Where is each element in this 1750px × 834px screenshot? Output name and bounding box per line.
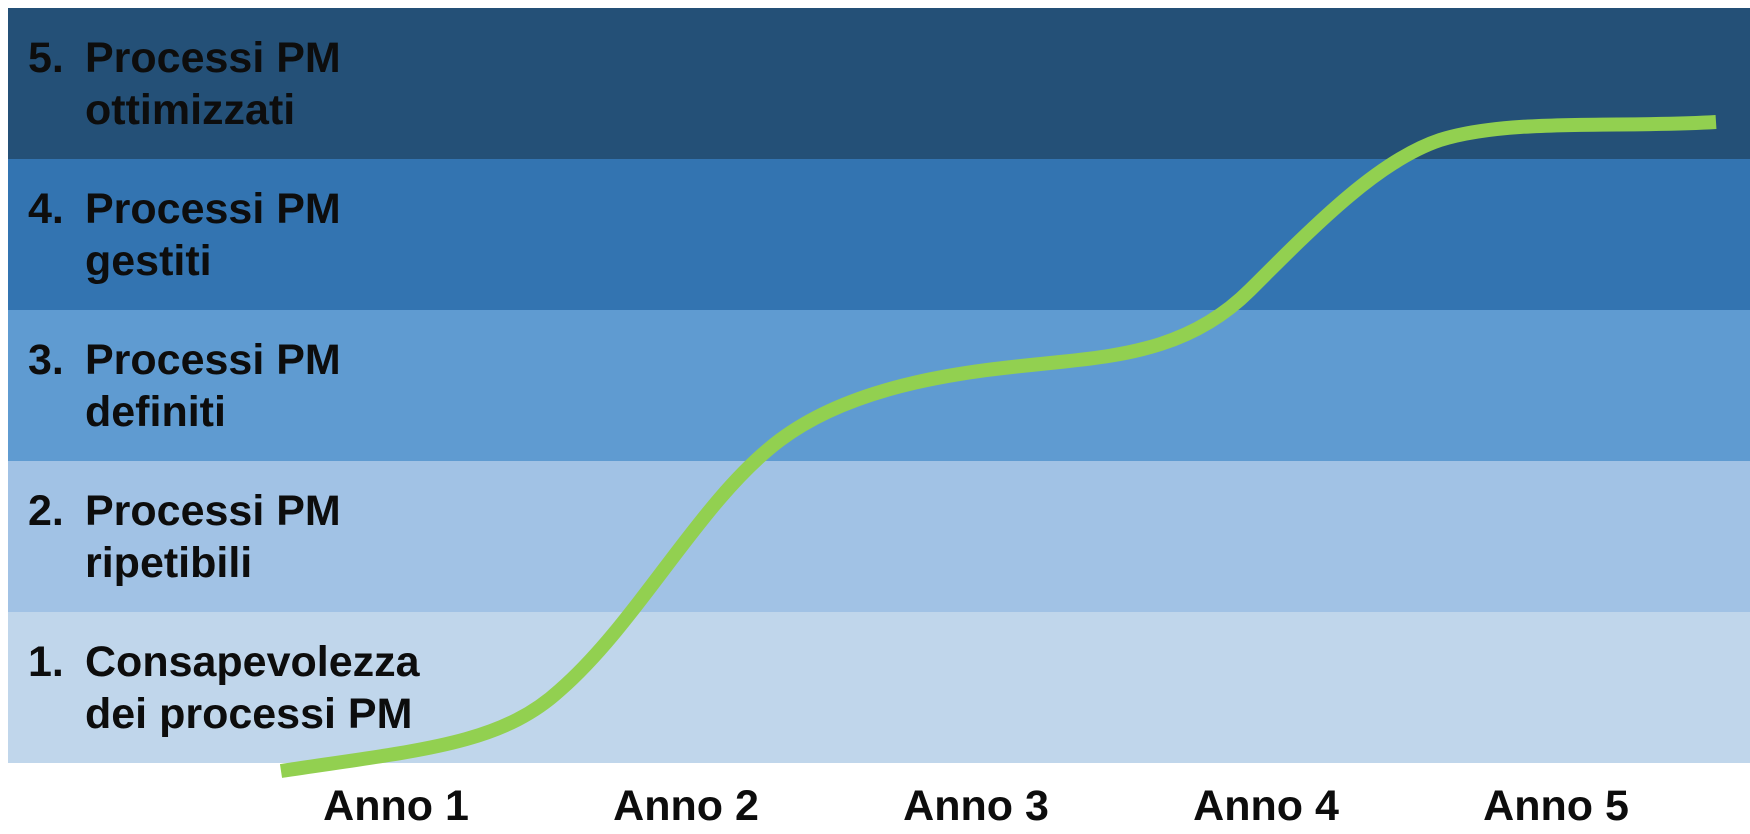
level-title-line2: ripetibili <box>85 539 253 587</box>
year-label-3: Anno 3 <box>903 782 1049 830</box>
level-title-line2: definiti <box>85 388 226 436</box>
level-label-3: 3. Processi PM definiti <box>28 334 341 438</box>
level-number: 5. <box>28 34 64 82</box>
level-title-line2: ottimizzati <box>85 86 296 134</box>
level-title-line1: Processi PM <box>85 336 341 384</box>
level-title-line1: Processi PM <box>85 487 341 535</box>
level-label-2: 2. Processi PM ripetibili <box>28 485 341 589</box>
maturity-curve <box>279 115 1717 778</box>
level-number: 4. <box>28 185 64 233</box>
year-label-4: Anno 4 <box>1193 782 1339 830</box>
level-title-line1: Processi PM <box>85 34 341 82</box>
level-label-5: 5. Processi PM ottimizzati <box>28 32 341 136</box>
year-label-2: Anno 2 <box>613 782 759 830</box>
level-title-line1: Processi PM <box>85 185 341 233</box>
level-number: 3. <box>28 336 64 384</box>
level-title-line1: Consapevolezza <box>85 638 420 686</box>
level-band-2: 2. Processi PM ripetibili <box>8 461 1750 612</box>
level-title-line2: dei processi PM <box>85 690 413 738</box>
year-label-1: Anno 1 <box>323 782 469 830</box>
level-label-1: 1. Consapevolezza dei processi PM <box>28 636 420 740</box>
year-label-5: Anno 5 <box>1483 782 1629 830</box>
level-band-4: 4. Processi PM gestiti <box>8 159 1750 310</box>
level-band-1: 1. Consapevolezza dei processi PM <box>8 612 1750 763</box>
level-title-line2: gestiti <box>85 237 212 285</box>
level-label-4: 4. Processi PM gestiti <box>28 183 341 287</box>
level-number: 2. <box>28 487 64 535</box>
level-band-5: 5. Processi PM ottimizzati <box>8 8 1750 159</box>
level-number: 1. <box>28 638 64 686</box>
